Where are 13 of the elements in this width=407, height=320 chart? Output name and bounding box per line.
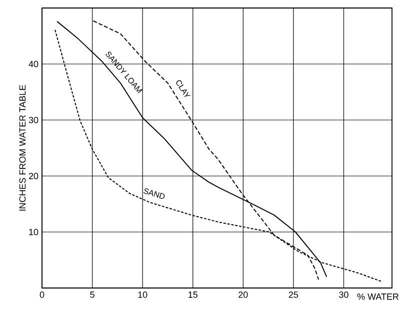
x-tick-label: 0: [40, 292, 44, 298]
x-tick-label: 25: [288, 292, 298, 298]
y-tick-label: 40: [28, 60, 38, 68]
x-tick-label: 10: [138, 292, 148, 298]
x-axis-title: % WATER: [357, 294, 399, 300]
y-tick-label: 10: [29, 228, 38, 236]
y-tick-label: 20: [28, 172, 38, 180]
x-tick-label: 15: [188, 292, 198, 298]
y-axis-title: INCHES FROM WATER TABLE: [19, 84, 26, 211]
y-tick-label: 30: [28, 116, 38, 124]
x-tick-label: 5: [90, 292, 94, 298]
x-tick-label: 20: [238, 292, 248, 298]
x-tick-label: 30: [339, 292, 348, 298]
